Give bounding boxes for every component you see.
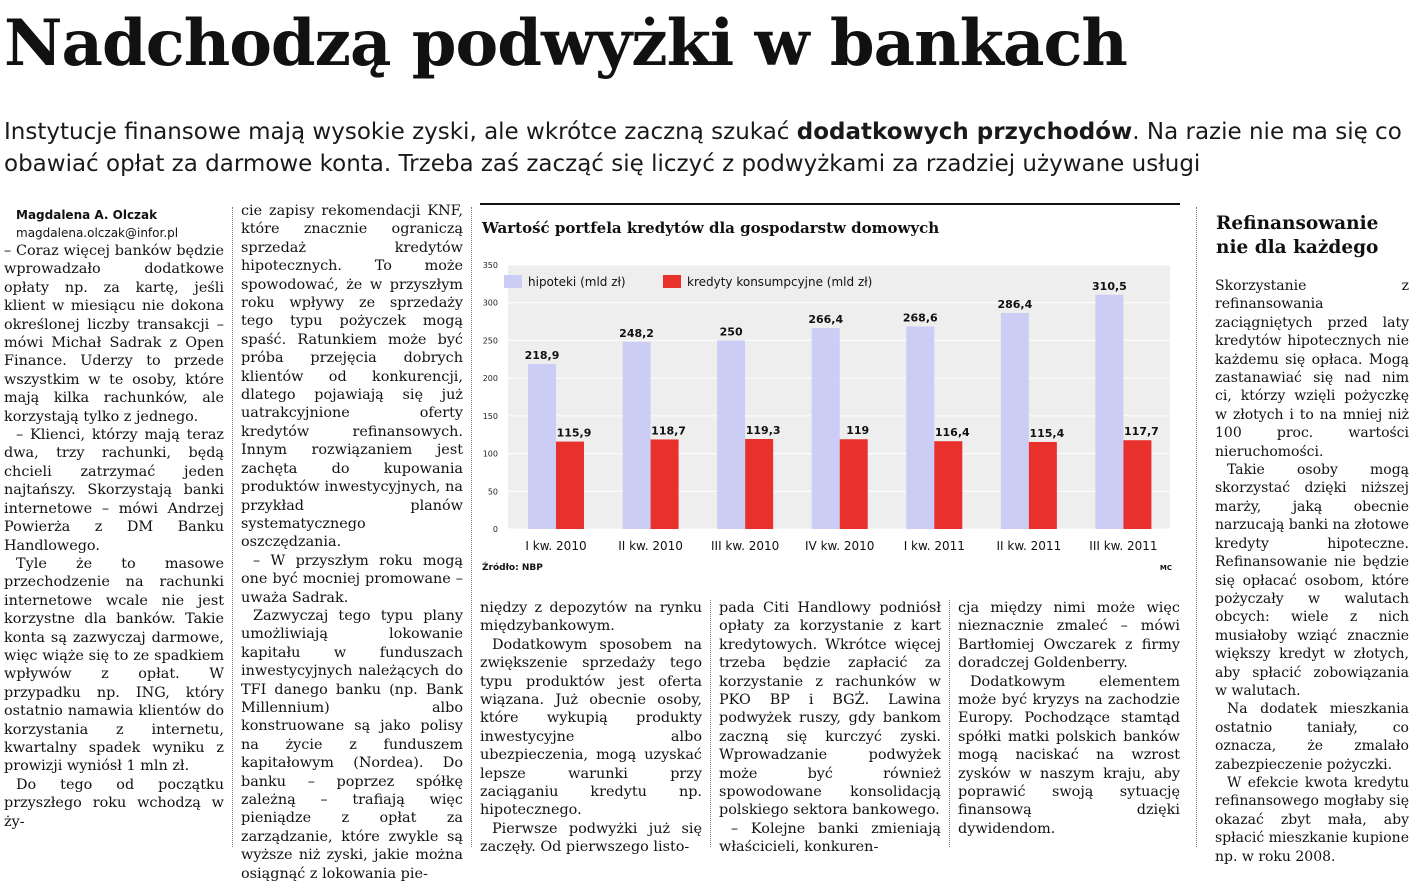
column-divider [232, 207, 233, 847]
author-email[interactable]: magdalena.olczak@infor.pl [16, 226, 179, 240]
x-tick-label: III kw. 2010 [711, 539, 779, 553]
paragraph: niędzy z depozytów na rynku międzybankow… [480, 600, 702, 635]
chart-top-rule [480, 203, 1180, 205]
paragraph: Dodatkowym elementem może być kryzys na … [958, 673, 1180, 837]
data-label: 115,4 [1029, 427, 1064, 440]
column-divider [949, 600, 950, 847]
bar-hipoteki [1095, 294, 1124, 529]
x-tick-label: II kw. 2010 [618, 539, 683, 553]
paragraph: Takie osoby mogą skorzystać dzięki niższ… [1215, 462, 1409, 699]
sidebar-title: Refinansowanie nie dla każdego [1216, 213, 1379, 258]
data-label: 310,5 [1092, 280, 1127, 293]
legend-label: kredyty konsumpcyjne (mld zł) [687, 275, 872, 289]
paragraph: cja między nimi może więc nieznacznie zm… [958, 600, 1180, 672]
lead-paragraph: Instytucje finansowe mają wysokie zyski,… [4, 116, 1414, 180]
y-tick-label: 200 [483, 374, 498, 383]
sidebar-column: Skorzystanie z refinansowania zaciągnięt… [1215, 277, 1409, 866]
paragraph: Zazwyczaj tego typu plany umożliwiają lo… [241, 607, 463, 882]
data-label: 117,7 [1124, 425, 1159, 438]
author-name: Magdalena A. Olczak [16, 208, 158, 222]
legend-swatch [504, 275, 522, 288]
chart-title: Wartość portfela kredytów dla gospodarst… [482, 219, 940, 237]
y-tick-label: 150 [483, 412, 498, 421]
paragraph: Tyle że to masowe przechodzenie na rachu… [4, 555, 224, 775]
bar-hipoteki [622, 341, 651, 529]
y-tick-label: 300 [483, 299, 498, 308]
article-column-2: cie zapisy rekomendacji KNF, które znacz… [241, 202, 463, 883]
x-tick-label: III kw. 2011 [1089, 539, 1157, 553]
y-tick-label: 50 [488, 487, 498, 496]
chart-box: Wartość portfela kredytów dla gospodarst… [480, 203, 1180, 583]
article-column-1: Magdalena A. Olczak magdalena.olczak@inf… [4, 207, 224, 831]
paragraph: – W przyszłym roku mogą one być mocniej … [241, 552, 463, 606]
bar-kredyty-konsumpcyjne [1028, 441, 1057, 529]
data-label: 266,4 [808, 313, 843, 326]
data-label: 286,4 [997, 298, 1032, 311]
bar-kredyty-konsumpcyjne [745, 439, 774, 529]
paragraph: pada Citi Handlowy podniósł opłaty za ko… [719, 600, 941, 819]
column-divider [710, 600, 711, 847]
x-tick-label: II kw. 2011 [996, 539, 1061, 553]
x-tick-label: IV kw. 2010 [805, 539, 874, 553]
legend-swatch [663, 275, 681, 288]
paragraph: – Kolejne banki zmieniają właścicieli, k… [719, 820, 941, 856]
bar-kredyty-konsumpcyjne [556, 441, 584, 529]
data-label: 115,9 [557, 427, 592, 440]
paragraph: – Coraz więcej banków będzie wprowadzało… [4, 243, 224, 425]
x-tick-label: I kw. 2011 [904, 539, 965, 553]
bar-chart: 0 50 100 150 200 250 300 350 218,9 115,9 I kw. 201… [483, 261, 1170, 553]
bar-kredyty-konsumpcyjne [839, 439, 868, 529]
article-column-5: cja między nimi może więc nieznacznie zm… [958, 599, 1180, 838]
paragraph: Pierwsze podwyżki już się zaczęły. Od pi… [480, 820, 702, 856]
data-label: 218,9 [525, 349, 560, 362]
y-tick-label: 250 [483, 336, 498, 345]
y-tick-label: 0 [493, 525, 498, 534]
bar-hipoteki [906, 326, 935, 529]
y-tick-label: 100 [483, 450, 498, 459]
data-label: 119 [846, 424, 869, 437]
data-label: 116,4 [935, 426, 970, 439]
x-tick-label: I kw. 2010 [525, 539, 586, 553]
article-column-3: niędzy z depozytów na rynku międzybankow… [480, 599, 702, 857]
legend-label: hipoteki (mld zł) [528, 275, 626, 289]
data-label: 268,6 [903, 311, 938, 324]
paragraph: cie zapisy rekomendacji KNF, które znacz… [241, 203, 463, 551]
column-divider [471, 207, 472, 847]
bar-hipoteki [811, 328, 840, 529]
article-column-4: pada Citi Handlowy podniósł opłaty za ko… [719, 599, 941, 857]
bar-kredyty-konsumpcyjne [934, 441, 963, 529]
paragraph: W efekcie kwota kredytu refinansowego mo… [1215, 774, 1409, 865]
data-label: 118,7 [651, 424, 686, 437]
data-label: 248,2 [619, 327, 654, 340]
headline: Nadchodzą podwyżki w bankach [4, 6, 1128, 81]
bar-kredyty-konsumpcyjne [650, 439, 679, 529]
data-label: 119,3 [746, 424, 781, 437]
data-label: 250 [720, 325, 743, 338]
paragraph: Do tego od początku przyszłego roku wcho… [4, 776, 224, 830]
lead-text-end: . Na razie nie ma się co obawiać opłat z… [4, 119, 1402, 177]
lead-bold: dodatkowych przychodów [796, 119, 1133, 145]
paragraph: Dodatkowym sposobem na zwiększenie sprze… [480, 636, 702, 819]
paragraph: – Klienci, którzy mają teraz dwa, trzy r… [4, 427, 224, 554]
column-divider [1196, 207, 1197, 847]
chart-credit: MC [1159, 564, 1172, 572]
bar-kredyty-konsumpcyjne [1123, 440, 1152, 529]
lead-text: Instytucje finansowe mają wysokie zyski,… [4, 119, 797, 145]
bar-hipoteki [717, 340, 746, 529]
paragraph: Skorzystanie z refinansowania zaciągnięt… [1215, 278, 1409, 460]
bar-hipoteki [1000, 312, 1029, 529]
y-tick-label: 350 [483, 261, 498, 270]
chart-source: Źródło: NBP [482, 563, 543, 573]
paragraph: Na dodatek mieszkania ostatnio taniały, … [1215, 701, 1409, 773]
bar-hipoteki [528, 363, 556, 529]
